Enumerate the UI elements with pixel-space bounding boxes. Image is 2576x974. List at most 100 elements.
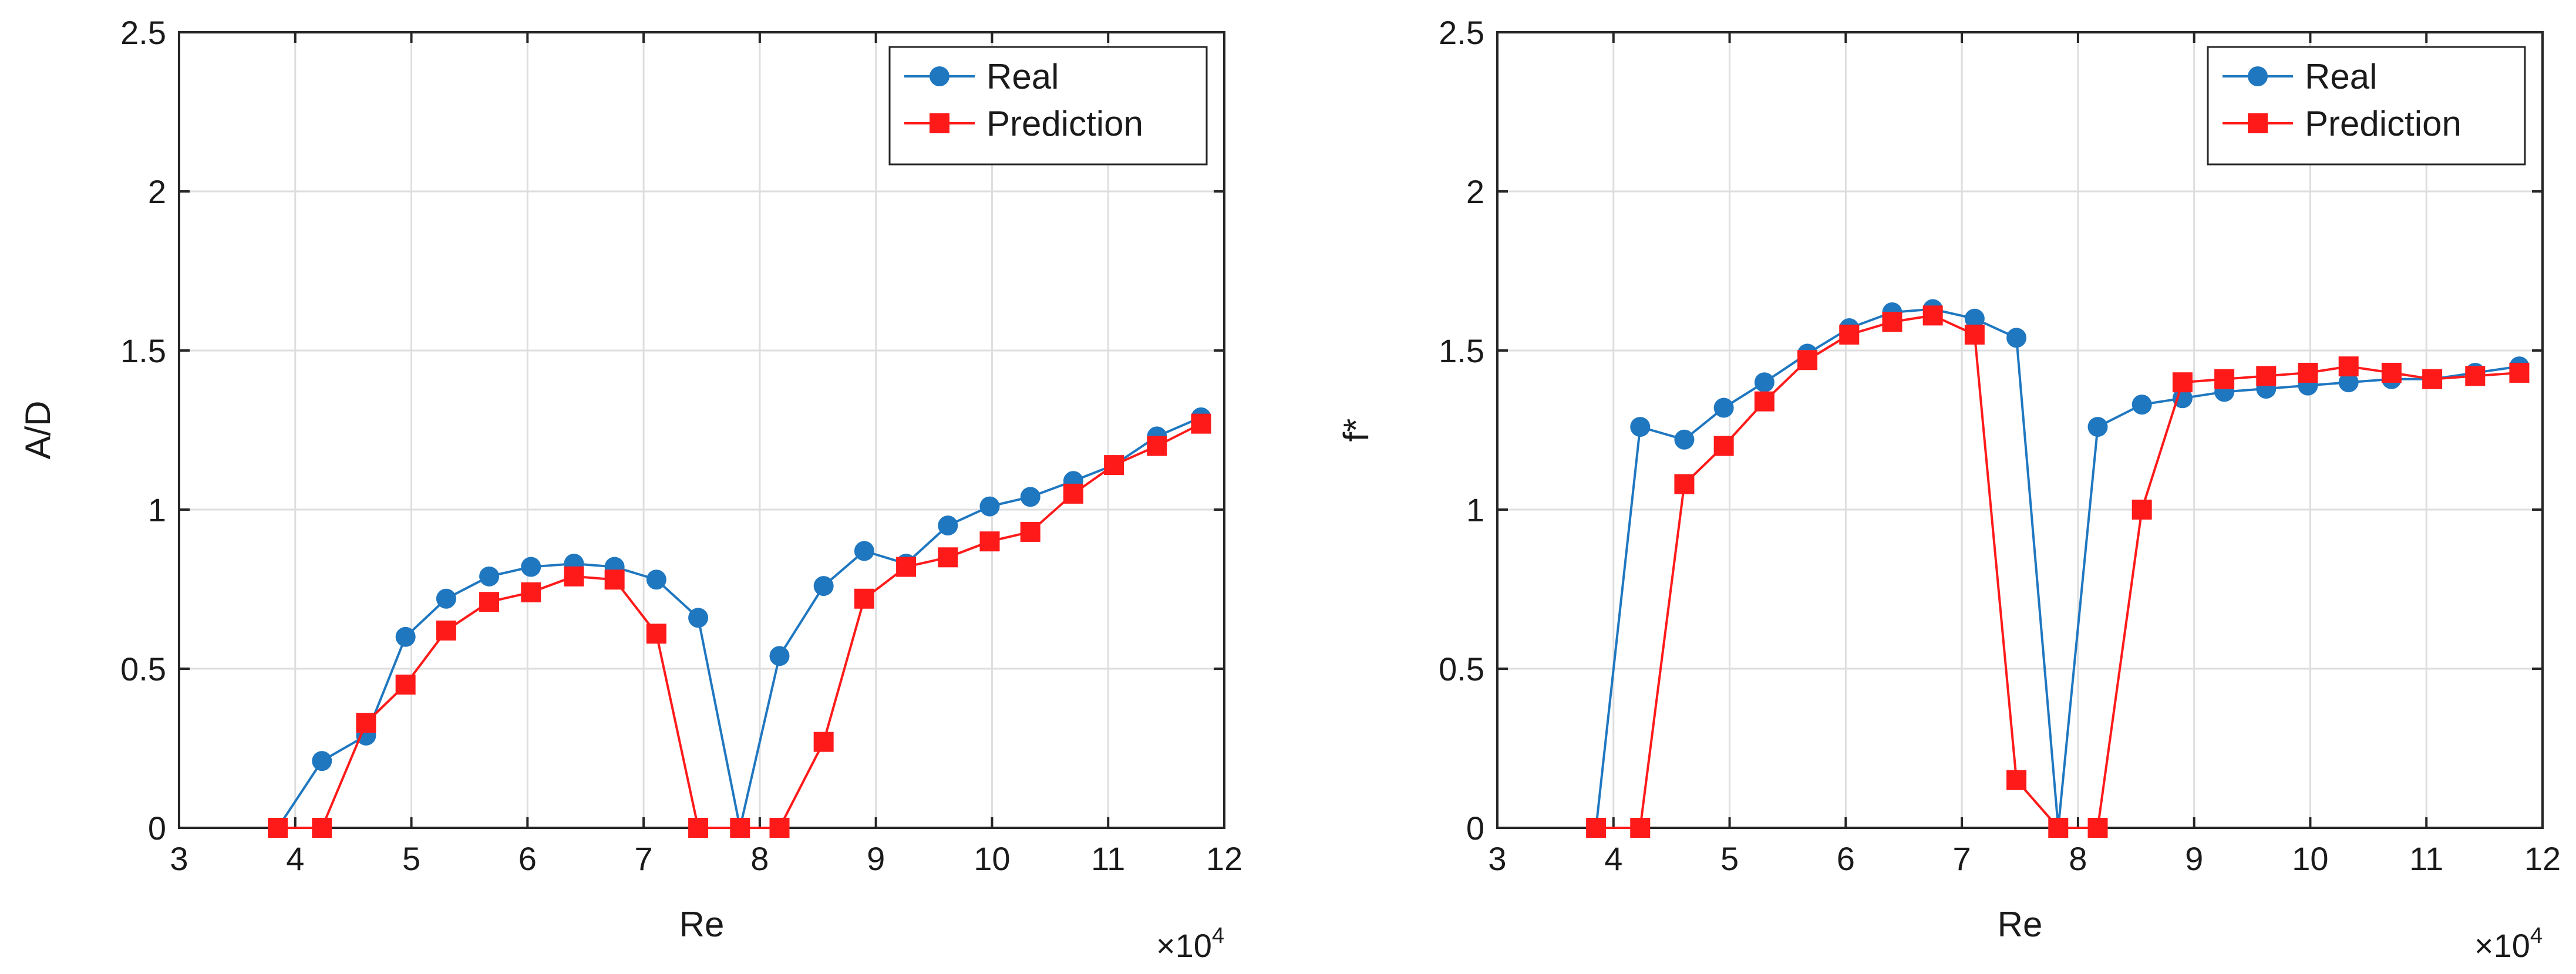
data-point-prediction xyxy=(2465,366,2486,386)
legend-box xyxy=(2207,46,2526,166)
x-tick-label: 6 xyxy=(518,840,537,877)
y-tick-label: 0 xyxy=(1466,810,1484,847)
data-point-real xyxy=(2006,328,2027,348)
x-tick-label: 3 xyxy=(170,840,188,877)
series-line-real xyxy=(1595,308,2520,828)
x-tick-label: 9 xyxy=(867,840,885,877)
x-tick-label: 5 xyxy=(1720,840,1739,877)
chart-frequency-ratio: 3 4 5 6 7 8 9 10 11 1200.511.522.5Ref*×104RealPre… xyxy=(1336,14,2561,964)
data-point-real xyxy=(479,566,500,587)
data-point-prediction xyxy=(1882,312,1902,332)
x-tick-label: 3 xyxy=(1488,840,1506,877)
x-multiplier-exponent: 4 xyxy=(2530,924,2543,948)
data-point-prediction xyxy=(1063,483,1083,504)
data-point-real xyxy=(521,557,541,577)
legend-label-real: Real xyxy=(2305,57,2377,96)
data-point-prediction xyxy=(2131,500,2152,520)
y-tick-label: 1.5 xyxy=(120,332,166,369)
data-point-prediction xyxy=(2338,356,2359,377)
data-point-real xyxy=(1754,372,1774,393)
data-point-prediction xyxy=(1797,350,1818,370)
x-tick-label: 7 xyxy=(1953,840,1971,877)
x-tick-label: 11 xyxy=(1091,840,1125,877)
x-tick-label: 9 xyxy=(2185,840,2203,877)
x-tick-label: 12 xyxy=(2524,840,2561,877)
legend-box xyxy=(888,46,1208,166)
data-point-prediction xyxy=(1713,436,1734,456)
y-tick-label: 0 xyxy=(148,810,166,847)
data-point-prediction xyxy=(395,675,416,695)
data-point-prediction xyxy=(688,818,709,838)
data-point-prediction xyxy=(938,547,958,568)
y-tick-label: 1 xyxy=(148,491,166,528)
x-multiplier-exponent: 4 xyxy=(1212,924,1224,948)
data-point-prediction xyxy=(2381,362,2402,383)
data-point-real xyxy=(2172,388,2193,409)
x-tick-label: 11 xyxy=(2409,840,2443,877)
chart-amplitude-ratio: 3 4 5 6 7 8 9 10 11 1200.511.522.5ReA/D×104RealPr… xyxy=(18,14,1242,964)
data-point-prediction xyxy=(2509,362,2530,383)
legend-label-prediction: Prediction xyxy=(986,104,1143,143)
x-tick-label: 12 xyxy=(1206,840,1242,877)
x-tick-label: 8 xyxy=(2069,840,2087,877)
data-point-prediction xyxy=(813,732,834,752)
y-tick-label: 2.5 xyxy=(1439,14,1484,51)
legend-label-prediction: Prediction xyxy=(2305,104,2461,143)
data-point-prediction xyxy=(1964,324,1985,345)
series-prediction xyxy=(268,413,1211,838)
x-axis-title: Re xyxy=(1998,905,2043,944)
data-point-prediction xyxy=(1839,324,1860,345)
data-point-real xyxy=(1674,429,1695,450)
data-point-prediction xyxy=(1674,474,1695,494)
data-point-real xyxy=(312,751,332,771)
data-point-real xyxy=(1630,417,1651,437)
data-point-real xyxy=(2087,417,2108,437)
x-tick-label: 4 xyxy=(1604,840,1622,877)
data-point-prediction xyxy=(1630,818,1651,838)
y-tick-label: 2 xyxy=(1466,173,1484,210)
data-point-prediction xyxy=(2087,818,2108,838)
data-point-prediction xyxy=(2256,366,2277,386)
data-point-prediction xyxy=(2422,369,2443,389)
data-point-real xyxy=(938,515,958,536)
data-point-prediction xyxy=(312,818,332,838)
legend-marker-prediction xyxy=(2248,113,2268,133)
y-tick-label: 0.5 xyxy=(120,651,166,687)
x-tick-label: 4 xyxy=(286,840,304,877)
series-real xyxy=(268,407,1211,838)
x-axis-title: Re xyxy=(679,905,725,944)
data-point-prediction xyxy=(896,557,917,577)
y-tick-label: 1.5 xyxy=(1439,332,1484,369)
y-axis-title: f* xyxy=(1336,418,1376,441)
x-tick-label: 8 xyxy=(750,840,769,877)
data-point-prediction xyxy=(1754,391,1774,412)
data-point-real xyxy=(769,646,790,666)
data-point-prediction xyxy=(436,620,456,641)
data-point-prediction xyxy=(854,588,874,609)
series-prediction xyxy=(1586,305,2530,838)
y-axis-title: A/D xyxy=(18,400,58,459)
data-point-real xyxy=(1964,308,1985,329)
data-point-prediction xyxy=(1191,413,1211,434)
x-axis-multiplier: ×104 xyxy=(1156,924,1224,964)
data-point-prediction xyxy=(356,713,376,733)
x-tick-label: 5 xyxy=(402,840,420,877)
data-point-real xyxy=(646,569,666,590)
data-point-real xyxy=(2131,395,2152,415)
data-point-prediction xyxy=(2048,818,2069,838)
data-point-prediction xyxy=(521,582,541,602)
data-point-prediction xyxy=(730,818,750,838)
x-multiplier-base: ×10 xyxy=(1156,927,1212,964)
data-point-prediction xyxy=(1020,521,1040,542)
legend-label-real: Real xyxy=(986,57,1059,96)
legend-marker-prediction xyxy=(930,113,949,133)
x-axis-multiplier: ×104 xyxy=(2474,924,2543,964)
data-point-prediction xyxy=(564,566,584,587)
data-point-prediction xyxy=(1104,455,1124,476)
data-point-prediction xyxy=(268,818,288,838)
data-point-prediction xyxy=(769,818,790,838)
y-tick-label: 2.5 xyxy=(120,14,166,51)
data-point-real xyxy=(813,576,834,596)
data-point-prediction xyxy=(646,624,666,644)
